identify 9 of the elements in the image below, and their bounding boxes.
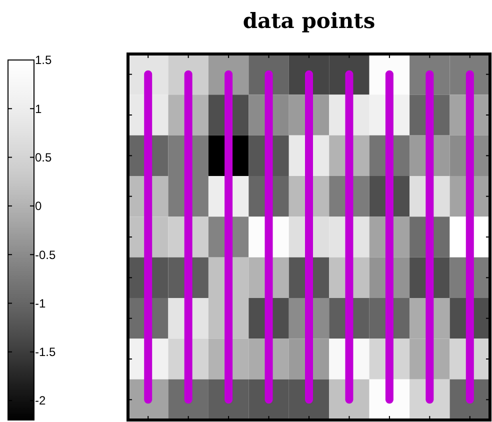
chart-title: data points: [242, 8, 376, 33]
color-bar-label: -0.5: [35, 248, 56, 262]
color-bar-label: -2: [35, 394, 46, 408]
color-bar-label: -1: [35, 296, 46, 310]
color-bar-label: 0.5: [35, 150, 52, 164]
color-bar-label: 1.5: [35, 53, 52, 68]
color-bar-label: 0: [35, 199, 42, 214]
color-bar-label: 1: [35, 102, 42, 116]
color-bar-label: -1.5: [35, 345, 56, 360]
